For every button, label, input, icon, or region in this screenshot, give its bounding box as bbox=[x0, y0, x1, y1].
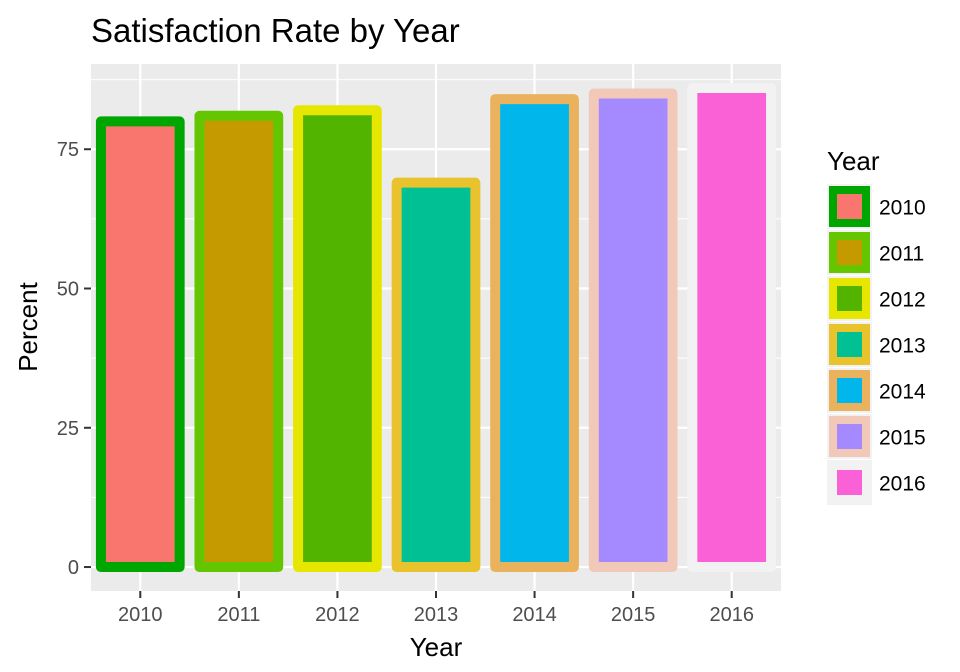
bar-2014 bbox=[490, 94, 579, 573]
legend-label: 2011 bbox=[879, 243, 924, 266]
bar-2012 bbox=[293, 105, 382, 573]
bars bbox=[95, 82, 777, 573]
y-axis: 0 25 50 75 bbox=[57, 139, 91, 579]
legend-item-2015: 2015 bbox=[827, 414, 926, 459]
chart-title: Satisfaction Rate by Year bbox=[91, 12, 460, 49]
legend-key bbox=[829, 370, 870, 411]
bar-2010 bbox=[95, 116, 185, 573]
legend-label: 2016 bbox=[879, 473, 926, 496]
legend-item-2010: 2010 bbox=[827, 184, 926, 229]
legend-item-2013: 2013 bbox=[827, 322, 926, 367]
x-axis: 2010 2011 2012 2013 2014 2015 2016 bbox=[118, 591, 754, 626]
legend-item-2012: 2012 bbox=[827, 276, 926, 321]
legend-label: 2015 bbox=[879, 427, 926, 450]
legend: Year 2010 2011 2012 2013 2014 2015 2016 bbox=[827, 146, 926, 505]
x-axis-title: Year bbox=[410, 632, 463, 662]
x-tick-label: 2015 bbox=[611, 604, 656, 626]
legend-key bbox=[829, 186, 870, 227]
bar-2013 bbox=[391, 177, 481, 573]
y-tick-label: 50 bbox=[57, 279, 79, 301]
y-tick-label: 0 bbox=[68, 557, 79, 579]
y-axis-title: Percent bbox=[13, 281, 43, 371]
legend-item-2011: 2011 bbox=[827, 230, 924, 275]
x-tick-label: 2010 bbox=[118, 604, 163, 626]
bar-2015 bbox=[588, 88, 678, 573]
legend-label: 2010 bbox=[879, 197, 926, 220]
legend-label: 2013 bbox=[879, 335, 926, 358]
legend-key bbox=[829, 324, 870, 365]
legend-key bbox=[829, 462, 870, 503]
x-tick-label: 2013 bbox=[414, 604, 459, 626]
legend-label: 2012 bbox=[879, 289, 926, 312]
legend-item-2016: 2016 bbox=[827, 460, 926, 505]
x-tick-label: 2014 bbox=[512, 604, 557, 626]
legend-label: 2014 bbox=[879, 381, 926, 404]
legend-title: Year bbox=[827, 146, 880, 176]
y-tick-label: 25 bbox=[57, 418, 79, 440]
y-tick-label: 75 bbox=[57, 139, 79, 161]
legend-key bbox=[829, 232, 870, 273]
bar-2016 bbox=[687, 82, 777, 573]
legend-item-2014: 2014 bbox=[827, 368, 926, 413]
legend-key bbox=[829, 416, 870, 457]
x-tick-label: 2016 bbox=[709, 604, 754, 626]
x-tick-label: 2012 bbox=[315, 604, 360, 626]
bar-2011 bbox=[194, 110, 284, 573]
x-tick-label: 2011 bbox=[217, 604, 260, 626]
legend-key bbox=[829, 278, 870, 319]
